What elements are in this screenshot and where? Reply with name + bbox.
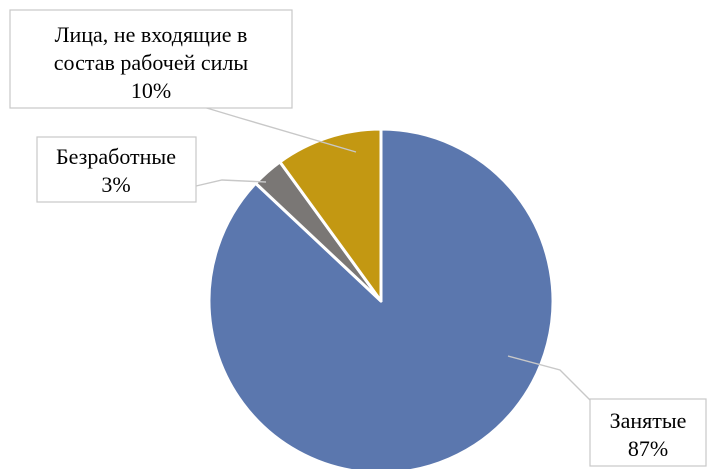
label-box-employed [589,398,707,467]
label-outside-labor-line1: Лица, не входящие в [55,22,248,47]
label-unemployed-pct: 3% [101,172,130,197]
pie-slice-outside-labor [278,127,383,303]
label-box-outside-labor [9,9,293,109]
label-box-unemployed [36,136,197,203]
label-outside-labor-pct: 10% [131,78,171,103]
leader-line-unemployed [195,179,267,187]
label-employed-name: Занятые [610,408,687,433]
label-outside-labor-line2: состав рабочей силы [54,50,249,75]
leader-line-employed [507,355,591,401]
label-unemployed-name: Безработные [56,144,176,169]
pie-slices [207,127,555,469]
label-employed-pct: 87% [628,436,668,461]
